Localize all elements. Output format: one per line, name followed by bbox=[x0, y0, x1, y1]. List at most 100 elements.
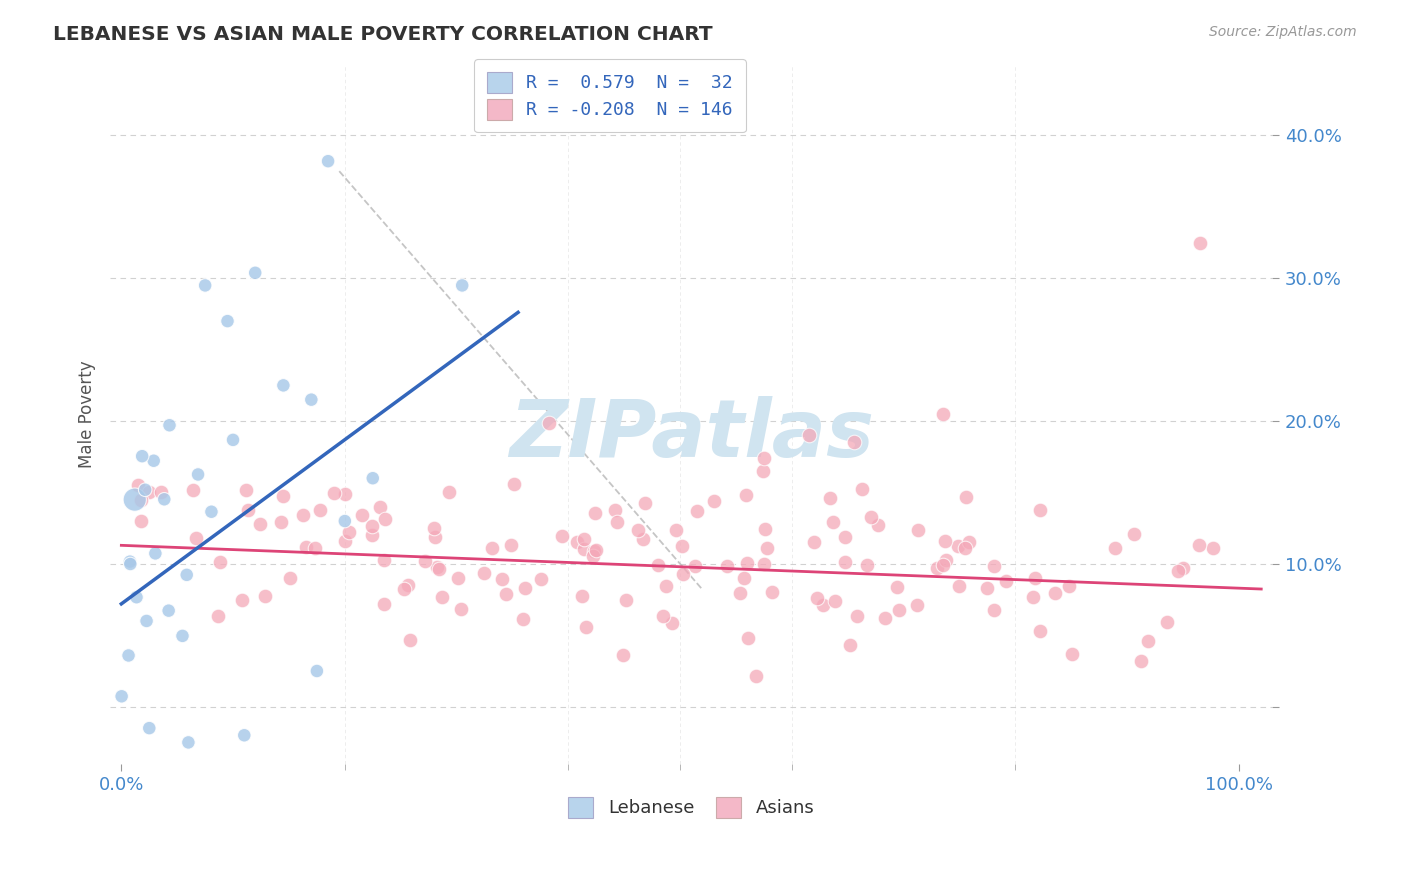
Point bbox=[886, 580, 908, 594]
Point bbox=[187, 467, 209, 482]
Point bbox=[124, 492, 146, 507]
Point bbox=[131, 492, 153, 507]
Point bbox=[565, 534, 588, 549]
Point bbox=[249, 517, 271, 532]
Point bbox=[627, 523, 650, 537]
Point bbox=[751, 464, 773, 478]
Point bbox=[231, 593, 253, 607]
Point bbox=[572, 533, 595, 547]
Point bbox=[803, 535, 825, 549]
Point bbox=[131, 449, 153, 463]
Point bbox=[612, 648, 634, 662]
Point bbox=[1029, 624, 1052, 638]
Point bbox=[335, 487, 357, 501]
Point bbox=[481, 541, 503, 555]
Point bbox=[294, 540, 316, 554]
Point bbox=[423, 521, 446, 535]
Point bbox=[931, 558, 953, 573]
Point bbox=[839, 639, 862, 653]
Point bbox=[515, 581, 537, 595]
Point bbox=[824, 594, 846, 608]
Point bbox=[373, 597, 395, 611]
Point bbox=[270, 515, 292, 529]
Point bbox=[127, 478, 149, 492]
Point bbox=[735, 556, 758, 570]
Point bbox=[368, 500, 391, 514]
Point bbox=[530, 572, 553, 586]
Point bbox=[842, 435, 865, 450]
Point bbox=[728, 586, 751, 600]
Point bbox=[176, 567, 198, 582]
Point bbox=[752, 451, 775, 466]
Point bbox=[447, 572, 470, 586]
Point bbox=[111, 690, 134, 704]
Point bbox=[233, 728, 256, 742]
Y-axis label: Male Poverty: Male Poverty bbox=[79, 360, 96, 467]
Point bbox=[582, 549, 605, 563]
Point bbox=[117, 648, 139, 663]
Point bbox=[472, 566, 495, 580]
Point bbox=[1122, 526, 1144, 541]
Text: LEBANESE VS ASIAN MALE POVERTY CORRELATION CHART: LEBANESE VS ASIAN MALE POVERTY CORRELATI… bbox=[53, 25, 713, 44]
Point bbox=[583, 506, 606, 520]
Point bbox=[703, 494, 725, 508]
Point bbox=[291, 508, 314, 522]
Point bbox=[118, 555, 141, 569]
Point bbox=[430, 590, 453, 604]
Point bbox=[1057, 579, 1080, 593]
Point bbox=[575, 620, 598, 634]
Point bbox=[337, 525, 360, 540]
Point bbox=[1167, 564, 1189, 578]
Point bbox=[129, 514, 152, 528]
Point bbox=[735, 487, 758, 501]
Point bbox=[145, 546, 167, 560]
Point bbox=[737, 631, 759, 645]
Point bbox=[254, 589, 277, 603]
Point bbox=[634, 496, 657, 510]
Point bbox=[120, 557, 142, 571]
Point bbox=[217, 314, 239, 328]
Point bbox=[316, 154, 339, 169]
Point bbox=[450, 601, 472, 615]
Point bbox=[413, 554, 436, 568]
Point bbox=[1171, 561, 1194, 575]
Point bbox=[994, 574, 1017, 588]
Point bbox=[934, 534, 956, 549]
Point bbox=[181, 483, 204, 497]
Point bbox=[427, 562, 450, 576]
Point bbox=[1045, 585, 1067, 599]
Point bbox=[818, 491, 841, 505]
Point bbox=[125, 591, 148, 605]
Point bbox=[955, 490, 977, 504]
Point bbox=[177, 735, 200, 749]
Point bbox=[512, 612, 534, 626]
Point bbox=[983, 603, 1005, 617]
Point bbox=[631, 532, 654, 546]
Point bbox=[333, 534, 356, 549]
Point bbox=[834, 555, 856, 569]
Point bbox=[983, 559, 1005, 574]
Point bbox=[834, 530, 856, 544]
Point bbox=[273, 489, 295, 503]
Point bbox=[1188, 538, 1211, 552]
Point bbox=[451, 278, 474, 293]
Point bbox=[851, 483, 873, 497]
Point bbox=[907, 523, 929, 537]
Point bbox=[671, 540, 693, 554]
Point bbox=[953, 541, 976, 555]
Point bbox=[866, 518, 889, 533]
Point bbox=[614, 593, 637, 607]
Point bbox=[138, 721, 160, 735]
Point bbox=[647, 558, 669, 573]
Point bbox=[538, 416, 561, 430]
Point bbox=[502, 477, 524, 491]
Point bbox=[426, 560, 449, 574]
Point bbox=[299, 392, 322, 407]
Legend: Lebanese, Asians: Lebanese, Asians bbox=[561, 789, 821, 825]
Point bbox=[150, 485, 173, 500]
Point bbox=[889, 603, 911, 617]
Point bbox=[1156, 615, 1178, 630]
Point bbox=[304, 541, 326, 555]
Point bbox=[946, 539, 969, 553]
Point bbox=[361, 528, 384, 542]
